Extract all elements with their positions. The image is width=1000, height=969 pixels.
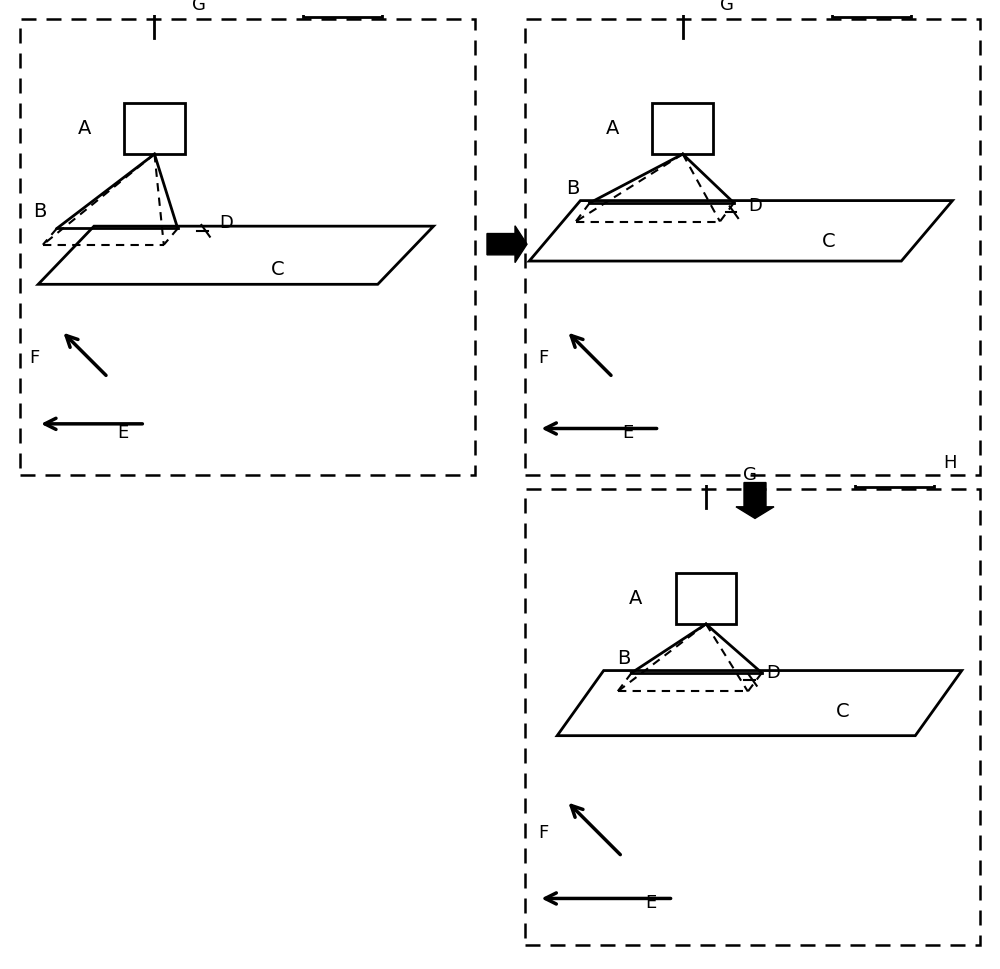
Text: B: B	[34, 202, 47, 221]
Polygon shape	[529, 201, 953, 261]
Bar	[652, 103, 713, 154]
Text: A: A	[629, 588, 643, 608]
Bar	[303, 0, 382, 16]
Text: E: E	[646, 893, 657, 912]
Text: H: H	[943, 454, 957, 472]
Bar	[676, 573, 736, 624]
Text: F: F	[539, 824, 549, 842]
Text: H: H	[392, 0, 405, 2]
Bar	[855, 440, 934, 486]
Text: C: C	[271, 260, 284, 279]
Text: B: B	[566, 178, 580, 198]
Text: E: E	[117, 423, 129, 442]
Text: A: A	[606, 118, 619, 138]
Text: D: D	[220, 214, 233, 233]
Text: E: E	[622, 423, 634, 442]
Polygon shape	[557, 671, 962, 735]
Bar	[124, 103, 185, 154]
Text: F: F	[29, 350, 39, 367]
Text: B: B	[618, 648, 631, 668]
Bar	[832, 0, 911, 16]
Text: A: A	[78, 118, 91, 138]
Text: F: F	[539, 350, 549, 367]
Text: D: D	[748, 197, 762, 215]
Text: G: G	[743, 466, 757, 484]
Text: H: H	[920, 0, 933, 2]
Text: G: G	[192, 0, 206, 14]
Text: C: C	[836, 703, 850, 721]
Polygon shape	[38, 226, 434, 284]
Text: C: C	[822, 233, 836, 251]
Text: G: G	[720, 0, 734, 14]
Text: D: D	[766, 665, 780, 682]
